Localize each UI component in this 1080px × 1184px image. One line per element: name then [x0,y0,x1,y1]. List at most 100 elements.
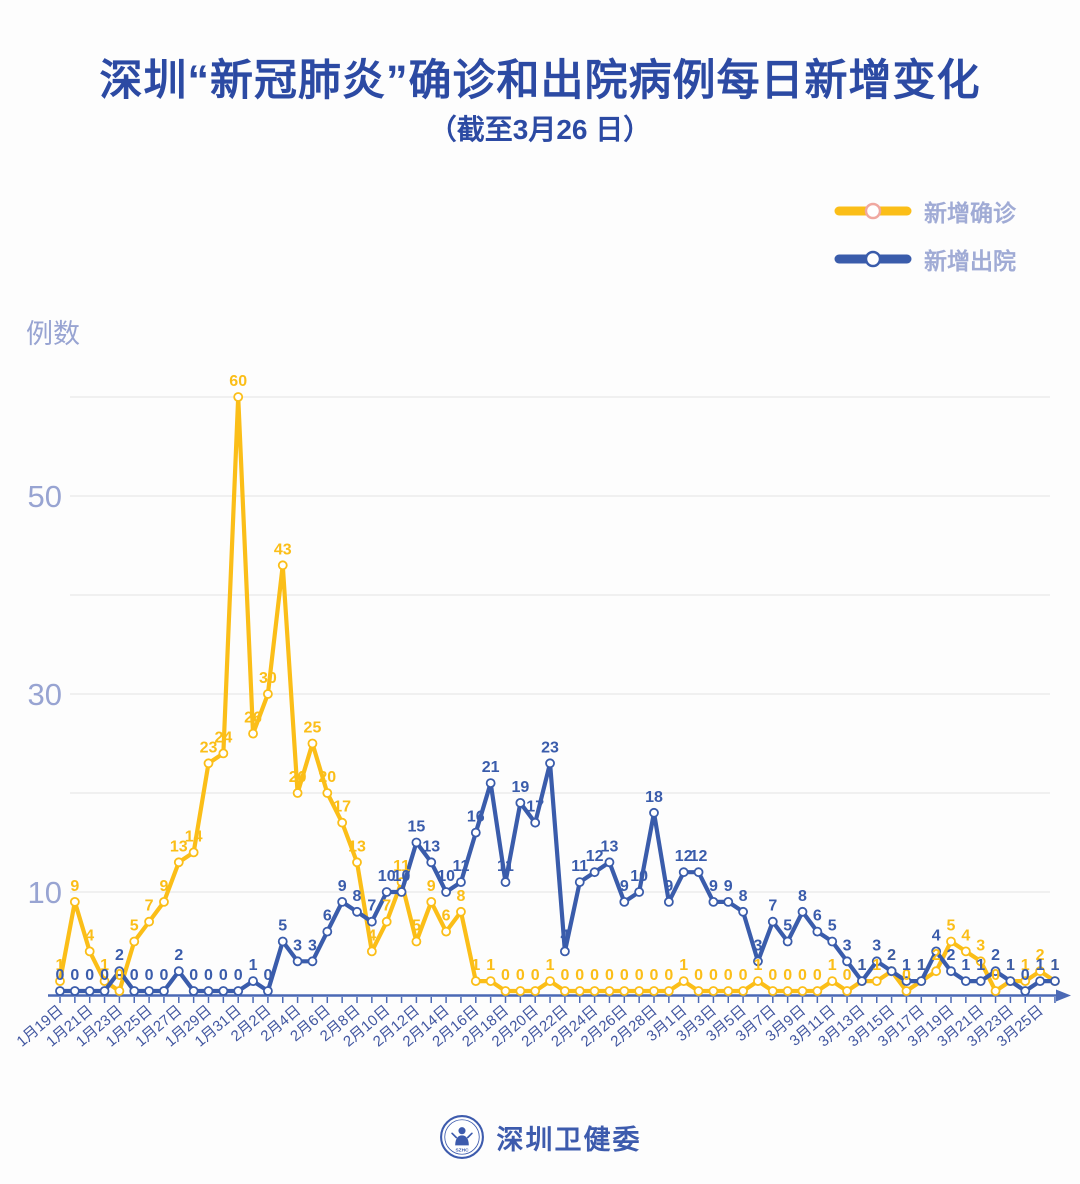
data-label-confirmed: 0 [783,967,792,984]
data-label-discharged: 6 [813,908,822,925]
data-label-discharged: 3 [308,937,317,954]
data-point-confirmed [233,392,244,402]
data-point-confirmed [797,986,808,996]
data-point-confirmed [589,986,600,996]
data-point-confirmed [871,976,882,986]
data-label-confirmed: 30 [259,670,277,687]
data-point-discharged [589,867,600,878]
data-label-confirmed: 6 [442,908,451,925]
data-label-discharged: 13 [422,838,440,855]
data-point-confirmed [218,748,229,759]
data-point-discharged [248,976,258,986]
data-label-confirmed: 11 [393,858,410,875]
data-label-confirmed: 1 [100,957,109,974]
data-label-discharged: 21 [482,759,500,776]
data-label-confirmed: 1 [1050,957,1059,974]
data-label-discharged: 0 [159,967,168,984]
data-point-discharged [262,986,273,996]
data-point-confirmed [84,946,95,957]
data-point-discharged [69,986,80,996]
data-point-discharged [1035,976,1045,986]
data-point-confirmed [173,857,184,868]
data-point-confirmed [322,788,333,798]
data-point-confirmed [470,976,481,986]
data-point-discharged [619,897,630,907]
y-axis-title: 例数 [26,319,80,349]
data-label-discharged: 6 [323,908,332,925]
legend-label-confirmed: 新增确诊 [924,200,1016,226]
data-label-discharged: 3 [753,937,762,954]
data-point-discharged [366,916,377,927]
data-label-confirmed: 20 [318,769,336,786]
legend-item-discharged[interactable]: 新增出院 [834,242,1016,276]
data-point-confirmed [663,986,674,996]
data-point-discharged [678,867,689,878]
data-label-discharged: 4 [560,927,569,944]
data-label-confirmed: 0 [620,967,629,984]
data-point-discharged [842,956,852,967]
footer: SZHC 深圳卫健委 [0,1114,1080,1160]
y-tick-label: 10 [28,875,62,910]
data-label-discharged: 11 [497,858,514,875]
data-point-discharged [975,976,986,986]
data-point-confirmed [248,728,258,739]
data-point-discharged [946,966,956,977]
data-label-confirmed: 20 [289,769,307,786]
data-label-confirmed: 0 [531,967,540,984]
data-label-confirmed: 5 [130,918,139,935]
data-label-confirmed: 0 [605,967,614,984]
data-point-confirmed [69,897,80,907]
data-label-confirmed: 1 [753,957,762,974]
data-point-discharged [782,936,793,947]
data-label-confirmed: 0 [664,967,673,984]
data-label-confirmed: 1 [679,957,688,974]
data-label-discharged: 3 [843,937,852,954]
data-point-confirmed [753,976,763,986]
data-label-confirmed: 1 [471,957,480,974]
data-label-discharged: 10 [630,868,648,885]
data-point-discharged [322,926,333,937]
data-point-discharged [663,897,674,907]
data-label-discharged: 4 [932,927,941,944]
data-point-confirmed [782,986,793,996]
data-label-confirmed: 25 [304,720,322,737]
data-point-discharged [233,986,244,996]
data-label-confirmed: 5 [947,918,956,935]
data-point-discharged [441,887,452,897]
data-label-confirmed: 8 [456,888,465,905]
data-label-discharged: 0 [204,967,213,984]
data-label-discharged: 9 [338,878,347,895]
data-point-confirmed [708,986,719,996]
data-point-discharged [396,887,407,897]
data-point-discharged [916,976,927,986]
data-label-discharged: 0 [145,967,154,984]
data-point-discharged [574,877,585,887]
data-label-confirmed: 1 [546,957,555,974]
data-label-discharged: 3 [293,937,302,954]
data-point-discharged [84,986,95,996]
data-point-discharged [1005,976,1016,986]
data-point-discharged [500,877,511,887]
data-label-discharged: 3 [872,937,881,954]
data-label-discharged: 1 [857,957,866,974]
data-label-confirmed: 23 [200,739,218,756]
legend-item-confirmed[interactable]: 新增确诊 [834,194,1016,228]
data-label-confirmed: 0 [650,967,659,984]
data-point-discharged [173,966,184,977]
data-point-confirmed [129,936,140,947]
data-point-discharged [203,986,214,996]
data-point-discharged [738,906,748,917]
data-point-confirmed [723,986,734,996]
data-point-confirmed [574,986,585,996]
data-point-confirmed [827,976,838,986]
data-point-discharged [144,986,155,996]
data-label-discharged: 1 [1050,957,1059,974]
data-label-discharged: 9 [709,878,718,895]
data-label-discharged: 1 [1006,957,1015,974]
data-label-confirmed: 1 [486,957,495,974]
data-point-confirmed [842,986,852,996]
data-label-confirmed: 0 [590,967,599,984]
data-point-discharged [545,758,555,769]
data-label-confirmed: 9 [70,878,79,895]
data-point-discharged [634,887,645,897]
